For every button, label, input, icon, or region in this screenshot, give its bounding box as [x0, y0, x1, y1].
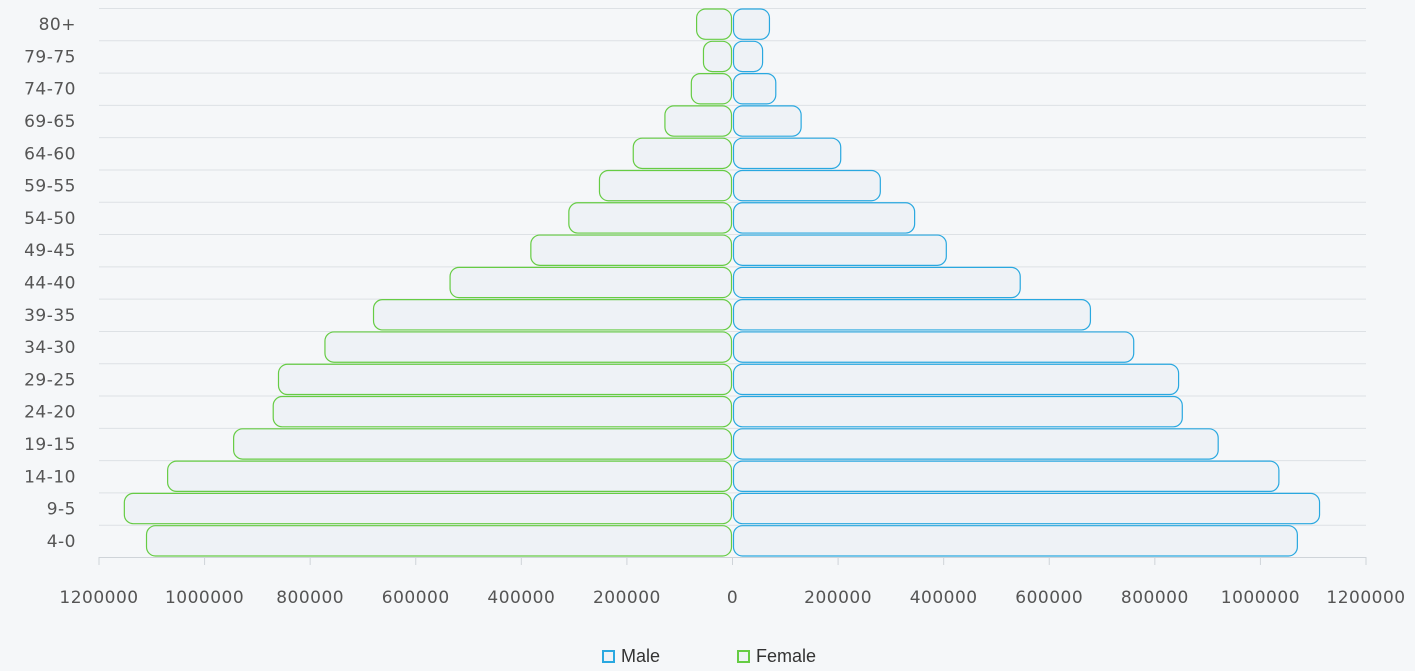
x-tick-label: 1000000	[1221, 588, 1300, 608]
bar-female	[530, 234, 733, 266]
y-tick-label: 59-55	[24, 177, 76, 197]
y-tick-label: 54-50	[24, 209, 76, 229]
bar-male	[732, 428, 1219, 460]
y-tick-label: 14-10	[24, 467, 76, 487]
y-tick-label: 4-0	[47, 532, 76, 552]
bar-female	[145, 525, 733, 557]
legend-label-male: Male	[621, 646, 661, 666]
bar-male	[732, 72, 777, 105]
bar-male	[732, 105, 802, 137]
y-tick-label: 29-25	[24, 370, 76, 390]
bar-female	[690, 72, 733, 105]
bar-male	[732, 363, 1180, 396]
bar-male	[732, 202, 916, 234]
y-tick-label: 79-75	[24, 47, 76, 67]
y-tick-label: 80+	[39, 15, 76, 35]
y-tick-label: 39-35	[24, 306, 76, 326]
x-tick-label: 400000	[487, 588, 555, 608]
bar-female	[598, 169, 733, 202]
x-tick-label: 600000	[382, 588, 450, 608]
bar-male	[732, 299, 1092, 331]
legend-item-male[interactable]: Male	[602, 646, 660, 667]
male-swatch-icon	[602, 650, 615, 663]
bar-female	[272, 395, 733, 428]
bar-female	[632, 137, 733, 170]
legend-label-female: Female	[756, 646, 817, 666]
bar-female	[324, 331, 733, 363]
bar-male	[732, 492, 1321, 525]
y-tick-label: 49-45	[24, 241, 76, 261]
bar-male	[732, 266, 1021, 299]
x-tick-label: 1200000	[1326, 588, 1405, 608]
legend: Male Female	[0, 646, 1415, 670]
x-tick-label: 600000	[1015, 588, 1083, 608]
x-tick-label: 200000	[804, 588, 872, 608]
bar-female	[277, 363, 733, 396]
bar-female	[233, 428, 733, 460]
x-tick-label: 1200000	[59, 588, 138, 608]
y-tick-label: 69-65	[24, 112, 76, 132]
bar-female	[664, 105, 733, 137]
bar-male	[732, 460, 1280, 493]
bar-male	[732, 395, 1183, 428]
y-tick-label: 64-60	[24, 144, 76, 164]
bar-male	[732, 40, 764, 73]
y-tick-label: 9-5	[47, 500, 76, 520]
bar-male	[732, 8, 771, 40]
x-tick-label: 800000	[276, 588, 344, 608]
x-tick-label: 1000000	[165, 588, 244, 608]
bar-male	[732, 234, 947, 266]
bar-female	[167, 460, 733, 493]
x-tick-label: 800000	[1121, 588, 1189, 608]
bar-male	[732, 137, 842, 170]
bar-female	[696, 8, 733, 40]
y-tick-label: 34-30	[24, 338, 76, 358]
bar-female	[449, 266, 733, 299]
bar-female	[568, 202, 733, 234]
bar-male	[732, 525, 1298, 557]
x-tick-label: 400000	[910, 588, 978, 608]
legend-item-female[interactable]: Female	[737, 646, 816, 667]
y-tick-label: 19-15	[24, 435, 76, 455]
y-tick-label: 44-40	[24, 274, 76, 294]
y-tick-label: 24-20	[24, 403, 76, 423]
bar-male	[732, 169, 881, 202]
bar-female	[372, 299, 733, 331]
chart-svg: 1200000 1000000 800000 600000 400000 200000 0 2…	[24, 8, 1405, 608]
bar-male	[732, 331, 1135, 363]
y-tick-label: 74-70	[24, 80, 76, 100]
x-tick-label: 0	[727, 588, 738, 608]
bar-female	[123, 492, 733, 525]
female-swatch-icon	[737, 650, 750, 663]
x-tick-label: 200000	[593, 588, 661, 608]
bar-female	[702, 40, 733, 73]
